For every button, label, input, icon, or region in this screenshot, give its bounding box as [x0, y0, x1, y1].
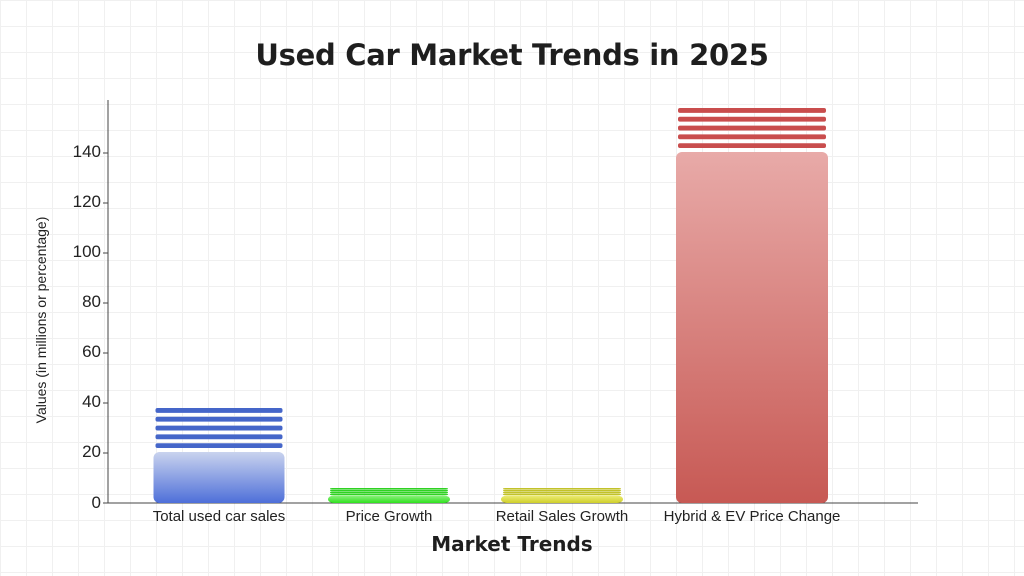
bar-stripe [155, 408, 283, 413]
y-axis-label: Values (in millions or percentage) [33, 217, 49, 424]
bar-stripe [678, 116, 826, 122]
bar [328, 488, 450, 503]
bar-body [153, 452, 285, 503]
bar-stripe [330, 491, 448, 494]
bar [153, 408, 285, 503]
bar-body [676, 152, 828, 503]
bar [676, 108, 828, 503]
bar-body [501, 495, 623, 503]
bar-stripe [678, 143, 826, 149]
bar-body [328, 495, 450, 503]
bar-stripe [155, 416, 283, 422]
y-tick-label: 120 [73, 192, 101, 211]
y-tick-label: 40 [82, 392, 101, 411]
x-axis-label: Market Trends [431, 532, 592, 556]
bar-stripe [503, 491, 621, 494]
bar [501, 488, 623, 503]
category-labels: Total used car sales Price Growth Retail S… [153, 508, 841, 525]
chart-title: Used Car Market Trends in 2025 [255, 38, 769, 72]
bar-stripe [503, 493, 621, 496]
y-tick-label: 0 [92, 493, 101, 512]
bar-stripe [155, 434, 283, 440]
bars-group [153, 108, 828, 503]
category-label: Total used car sales [153, 508, 286, 525]
bar-stripe [155, 443, 283, 449]
y-tick-label: 20 [82, 442, 101, 461]
y-tick-label: 140 [73, 142, 101, 161]
category-label: Hybrid & EV Price Change [664, 508, 841, 525]
bar-stripe [155, 425, 283, 431]
bar-stripe [678, 134, 826, 140]
bar-stripe [503, 488, 621, 490]
bar-stripe [678, 108, 826, 113]
y-tick-label: 100 [73, 242, 101, 261]
category-label: Price Growth [346, 508, 433, 525]
bar-stripe [330, 488, 448, 490]
bar-stripe [330, 493, 448, 496]
bar-stripe [503, 489, 621, 492]
bar-stripe [330, 489, 448, 492]
bar-stripe [678, 125, 826, 131]
y-axis: 0 20 40 60 80 100 120 140 [73, 100, 109, 512]
category-label: Retail Sales Growth [496, 508, 629, 525]
y-tick-label: 60 [82, 342, 101, 361]
y-tick-label: 80 [82, 292, 101, 311]
